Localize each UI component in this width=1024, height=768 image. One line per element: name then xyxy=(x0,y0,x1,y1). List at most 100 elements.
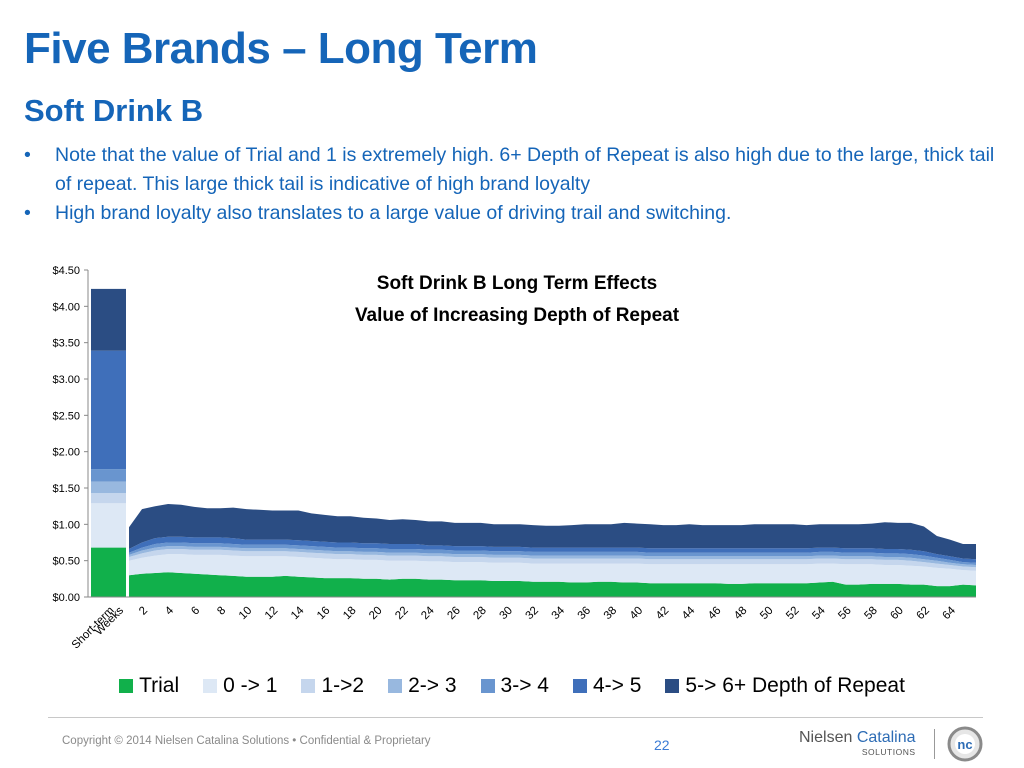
y-tick-label: $3.00 xyxy=(52,374,80,386)
legend-item: 2-> 3 xyxy=(388,674,457,698)
legend-item: 3-> 4 xyxy=(480,674,549,698)
legend-item: 4-> 5 xyxy=(572,674,642,698)
chart-subtitle: Value of Increasing Depth of Repeat xyxy=(355,305,680,326)
x-tick-label: 50 xyxy=(758,605,776,623)
x-tick-label: 2 xyxy=(137,605,150,618)
y-tick-label: $4.50 xyxy=(52,265,80,277)
bullet-item: • Note that the value of Trial and 1 is … xyxy=(24,141,1009,199)
page-number: 22 xyxy=(654,737,670,753)
short-term-bar-segment-6 xyxy=(91,288,126,351)
y-tick-label: $4.00 xyxy=(52,301,80,313)
area-chart: $0.00 $0.50 $1.00 $1.50 $2.00 $2.50 $3.00 $3.50… xyxy=(52,265,976,652)
y-tick-label: $1.50 xyxy=(52,483,80,495)
x-tick-label: 14 xyxy=(289,604,307,622)
x-tick-label: 48 xyxy=(732,605,750,623)
area-series-3 xyxy=(129,546,976,568)
logo-word-solutions: SOLUTIONS xyxy=(861,747,916,757)
short-term-bar-segment-1 xyxy=(91,503,126,548)
x-tick-label: 4 xyxy=(163,604,176,617)
x-tick-label: 60 xyxy=(888,605,906,623)
company-logo: Nielsen Catalina SOLUTIONS xyxy=(799,729,916,759)
area-series-5 xyxy=(129,536,976,563)
legend-swatch xyxy=(388,679,403,693)
bullet-marker: • xyxy=(24,144,31,166)
bullet-text: High brand loyalty also translates to a … xyxy=(55,202,732,224)
page-title: Five Brands – Long Term xyxy=(24,24,538,73)
x-tick-label: 44 xyxy=(680,604,698,622)
series-layer xyxy=(91,288,976,597)
x-tick-label: 58 xyxy=(862,605,880,623)
bullet-list: • Note that the value of Trial and 1 is … xyxy=(24,141,1009,228)
legend-swatch xyxy=(665,679,680,693)
logo-word-nielsen: Nielsen xyxy=(799,729,853,746)
short-term-bar-segment-3 xyxy=(91,481,126,494)
logo-word-catalina: Catalina xyxy=(856,729,916,746)
x-tick-label: 42 xyxy=(654,605,672,623)
x-tick-label: 16 xyxy=(315,605,333,623)
x-tick-label: 26 xyxy=(445,605,463,623)
legend-swatch xyxy=(301,679,316,693)
area-series-0 xyxy=(129,572,976,597)
legend-swatch xyxy=(480,679,495,693)
nc-logo-icon: nc xyxy=(947,726,983,762)
x-tick-label: 10 xyxy=(237,605,255,623)
x-tick-label: 30 xyxy=(497,605,515,623)
x-tick-label: 28 xyxy=(471,605,489,623)
bullet-item: • High brand loyalty also translates to … xyxy=(24,199,1009,228)
x-tick-label: 18 xyxy=(341,605,359,623)
x-tick-label: 22 xyxy=(393,605,411,623)
x-tick-label: 56 xyxy=(836,605,854,623)
x-tick-label: 6 xyxy=(189,605,202,618)
legend-label: 3-> 4 xyxy=(500,674,549,697)
legend-label: 0 -> 1 xyxy=(223,674,278,697)
x-tick-label: 62 xyxy=(914,605,932,623)
chart-legend: Trial 0 -> 1 1->2 2-> 3 3-> 4 4-> 5 5-> 6+ Dep… xyxy=(0,674,1024,698)
y-tick-label: $0.00 xyxy=(52,592,80,604)
x-tick-label: 20 xyxy=(367,605,385,623)
legend-label: 5-> 6+ Depth of Repeat xyxy=(685,674,905,697)
short-term-bar-segment-0 xyxy=(91,547,126,597)
x-tick-label: 12 xyxy=(263,605,281,623)
area-series-6 xyxy=(129,504,976,560)
legend-item: Trial xyxy=(119,674,179,698)
x-tick-label: 8 xyxy=(215,605,228,618)
y-tick-label: $2.00 xyxy=(52,447,80,459)
x-tick-label: 32 xyxy=(524,605,542,623)
short-term-bar-segment-2 xyxy=(91,493,126,504)
area-series-2 xyxy=(129,549,976,571)
bullet-text: Note that the value of Trial and 1 is ex… xyxy=(55,144,995,195)
x-tick-label: 54 xyxy=(810,604,828,622)
x-tick-label: 36 xyxy=(576,605,594,623)
x-tick-label: 24 xyxy=(419,604,437,622)
legend-item: 0 -> 1 xyxy=(203,674,277,698)
legend-item: 5-> 6+ Depth of Repeat xyxy=(665,674,905,698)
footer-divider xyxy=(48,717,983,718)
legend-label: 1->2 xyxy=(321,674,365,697)
legend-swatch xyxy=(203,679,218,693)
page-subtitle: Soft Drink B xyxy=(24,93,204,128)
legend-swatch xyxy=(572,679,587,693)
y-tick-label: $0.50 xyxy=(52,556,80,568)
x-tick-label: 34 xyxy=(550,604,568,622)
area-series-4 xyxy=(129,542,976,565)
y-tick-label: $3.50 xyxy=(52,338,80,350)
area-series-1 xyxy=(129,554,976,587)
legend-swatch xyxy=(119,679,134,693)
short-term-connector xyxy=(126,289,129,597)
x-tick-label: 64 xyxy=(941,604,959,622)
y-tick-label: $1.00 xyxy=(52,519,80,531)
x-tick-label: 46 xyxy=(706,605,724,623)
logo-separator xyxy=(934,729,935,759)
bullet-marker: • xyxy=(24,202,31,224)
legend-label: 2-> 3 xyxy=(408,674,457,697)
legend-label: 4-> 5 xyxy=(592,674,642,697)
short-term-bar-segment-4 xyxy=(91,469,126,482)
legend-label: Trial xyxy=(139,674,180,697)
chart-title: Soft Drink B Long Term Effects xyxy=(377,273,657,294)
short-term-bar-segment-5 xyxy=(91,350,126,470)
y-axis: $0.00 $0.50 $1.00 $1.50 $2.00 $2.50 $3.00 $3.50… xyxy=(52,265,89,604)
x-tick-label: 40 xyxy=(628,605,646,623)
x-tick-label: 38 xyxy=(602,605,620,623)
x-tick-label: 52 xyxy=(784,605,802,623)
